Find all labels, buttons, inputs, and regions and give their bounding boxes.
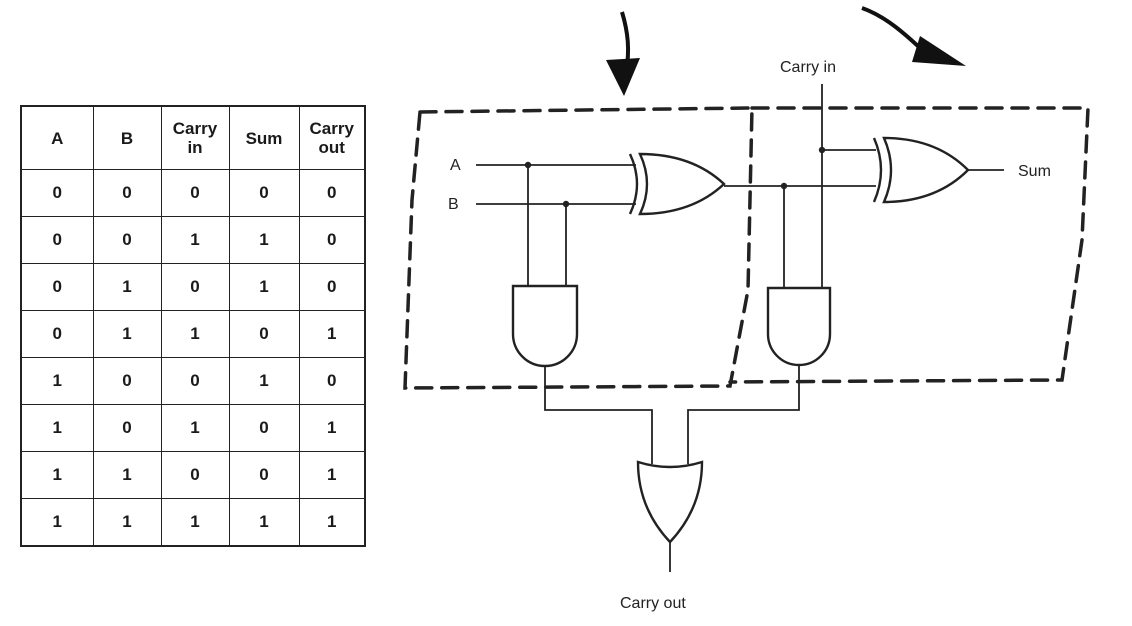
truth-table-cell-sum: 0 bbox=[228, 404, 300, 452]
carry-in-label: Carry in bbox=[780, 59, 836, 76]
junction-a bbox=[524, 161, 532, 169]
truth-table-cell-b: 1 bbox=[92, 310, 162, 358]
carry-out-label: Carry out bbox=[620, 595, 686, 612]
truth-table-cell-a: 1 bbox=[20, 498, 94, 547]
or-gate bbox=[636, 460, 704, 544]
truth-table-cell-b: 1 bbox=[92, 263, 162, 311]
truth-table-header-b: B bbox=[92, 105, 162, 170]
truth-table-cell-carry-in: 1 bbox=[160, 498, 230, 547]
input-b-label: B bbox=[448, 196, 459, 213]
xor-gate-2 bbox=[872, 136, 970, 204]
xor-gate-1 bbox=[628, 152, 726, 216]
truth-table-cell-a: 0 bbox=[20, 216, 94, 264]
truth-table-header-row: A B Carry in Sum Carry out bbox=[20, 105, 366, 170]
input-a-label: A bbox=[450, 157, 461, 174]
truth-table-cell-b: 1 bbox=[92, 451, 162, 499]
truth-table-cell-carry-out: 0 bbox=[298, 357, 366, 405]
wires bbox=[476, 84, 1004, 572]
junction-b bbox=[562, 200, 570, 208]
truth-table-cell-b: 0 bbox=[92, 169, 162, 217]
truth-table-cell-b: 1 bbox=[92, 498, 162, 547]
truth-table-cell-carry-out: 0 bbox=[298, 216, 366, 264]
half-adder-2-boundary bbox=[728, 106, 1090, 384]
truth-table-cell-carry-in: 0 bbox=[160, 451, 230, 499]
arrow-left-half-adder bbox=[606, 11, 640, 96]
truth-table-cell-b: 0 bbox=[92, 404, 162, 452]
truth-table-cell-a: 0 bbox=[20, 169, 94, 217]
and-gate-2 bbox=[766, 286, 832, 367]
junction-carry-in bbox=[818, 146, 826, 154]
truth-table-cell-carry-in: 1 bbox=[160, 310, 230, 358]
truth-table-cell-a: 1 bbox=[20, 357, 94, 405]
junction-xor1-out bbox=[780, 182, 788, 190]
truth-table-cell-b: 0 bbox=[92, 357, 162, 405]
half-adder-1-boundary bbox=[403, 106, 754, 390]
truth-table-cell-a: 1 bbox=[20, 451, 94, 499]
truth-table-cell-carry-out: 0 bbox=[298, 263, 366, 311]
truth-table-cell-sum: 0 bbox=[228, 451, 300, 499]
truth-table-cell-carry-out: 1 bbox=[298, 498, 366, 547]
truth-table-cell-carry-in: 0 bbox=[160, 263, 230, 311]
truth-table-cell-carry-out: 1 bbox=[298, 451, 366, 499]
truth-table-cell-a: 1 bbox=[20, 404, 94, 452]
truth-table-header-carry-out: Carry out bbox=[298, 105, 366, 170]
truth-table-cell-carry-out: 1 bbox=[298, 310, 366, 358]
truth-table-cell-a: 0 bbox=[20, 263, 94, 311]
arrow-right-half-adder bbox=[861, 6, 966, 66]
sum-label: Sum bbox=[1018, 163, 1051, 180]
truth-table-cell-a: 0 bbox=[20, 310, 94, 358]
and-gate-1 bbox=[511, 284, 579, 368]
truth-table-cell-carry-out: 0 bbox=[298, 169, 366, 217]
truth-table-cell-sum: 1 bbox=[228, 498, 300, 547]
